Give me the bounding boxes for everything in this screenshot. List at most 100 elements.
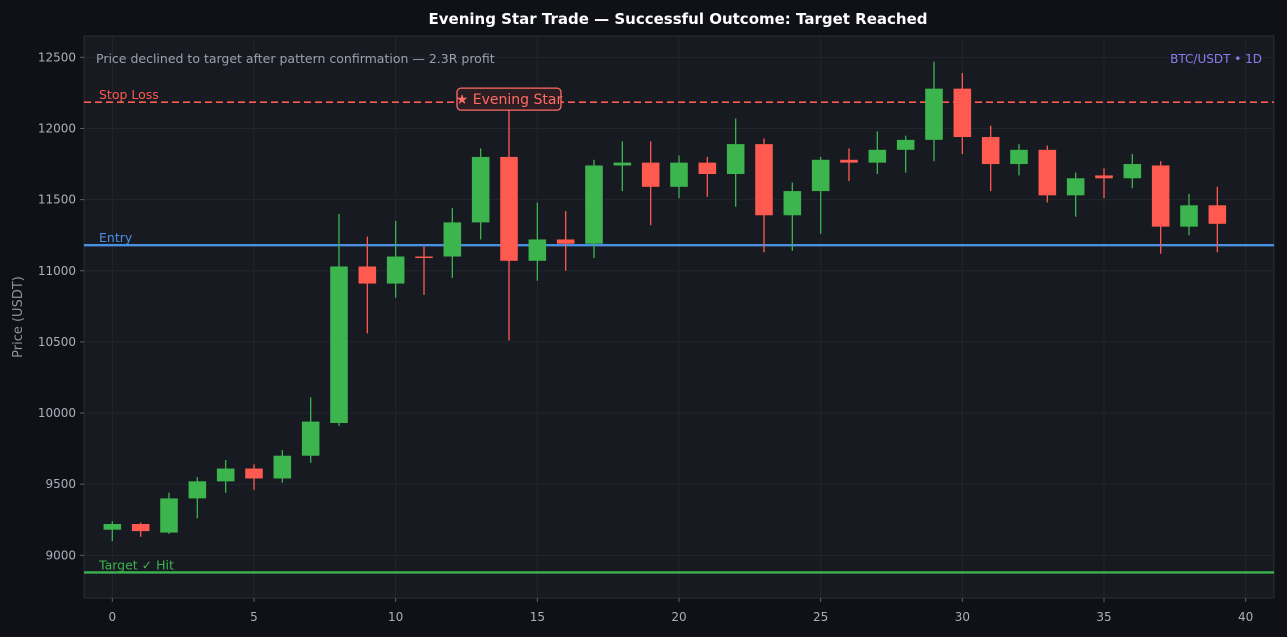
stop-loss-label: Stop Loss (99, 87, 159, 102)
candle (160, 492, 178, 534)
candle (330, 213, 348, 426)
grid (84, 36, 1274, 598)
x-tick-label: 10 (388, 610, 403, 624)
candle-body (840, 159, 858, 163)
candle-body (471, 156, 490, 223)
x-tick-label: 35 (1096, 610, 1111, 624)
candle-body (1010, 149, 1028, 165)
candle-body (330, 266, 348, 423)
annotations: ★ Evening Star (456, 87, 563, 111)
candle-body (131, 524, 150, 532)
candles (103, 61, 1227, 542)
x-tick-label: 5 (250, 610, 258, 624)
candle (386, 220, 405, 298)
candle (613, 141, 632, 192)
x-axis-ticks: 0 5 10 15 20 25 30 35 40 (109, 598, 1253, 624)
candle-body (103, 524, 122, 530)
candle (188, 477, 207, 519)
candle (273, 450, 292, 483)
candle (1151, 161, 1170, 254)
y-tick-label: 11000 (38, 264, 76, 278)
candle (840, 148, 858, 182)
candle-body (641, 162, 660, 187)
candle (698, 156, 717, 197)
candle (641, 141, 660, 226)
candle (245, 464, 263, 490)
x-tick-label: 0 (109, 610, 117, 624)
candle-body (811, 159, 830, 192)
candle (896, 135, 915, 173)
candle (301, 397, 320, 463)
candle-body (1038, 149, 1057, 196)
candle (925, 61, 943, 162)
candle (726, 118, 745, 207)
candle (1010, 144, 1028, 176)
y-axis-label: Price (USDT) (11, 276, 26, 358)
candle (443, 208, 462, 278)
candle (981, 125, 1000, 192)
candle (216, 459, 235, 493)
candle (1066, 172, 1085, 217)
target-label: Target ✓ Hit (98, 557, 174, 572)
candle (868, 131, 887, 175)
candle (500, 98, 518, 341)
candle (415, 246, 433, 295)
candle (1180, 193, 1198, 236)
candle (528, 202, 547, 281)
candle (103, 521, 122, 542)
candle-body (500, 156, 518, 261)
x-tick-label: 20 (671, 610, 686, 624)
candle (811, 156, 830, 234)
candle-body (1095, 175, 1113, 179)
candle-body (981, 137, 1000, 165)
candle-body (273, 455, 292, 479)
candle (670, 155, 688, 199)
candle-body (755, 144, 773, 216)
candle-body (613, 162, 632, 166)
candle-body (698, 162, 717, 175)
ticker-label: BTC/USDT • 1D (1170, 52, 1262, 66)
annotation-text: ★ Evening Star (456, 92, 563, 108)
candle (953, 72, 972, 155)
candle-body (245, 468, 263, 479)
candle-body (726, 144, 745, 175)
x-tick-label: 25 (813, 610, 828, 624)
candle-body (188, 481, 207, 499)
pattern-annotation: ★ Evening Star (456, 87, 563, 111)
y-axis-ticks: 9000 9500 10000 10500 11000 11500 12000 12500 (38, 50, 84, 562)
candle-body (443, 222, 462, 257)
candle-body (868, 149, 887, 163)
candle-body (1180, 205, 1198, 227)
candle-body (160, 498, 178, 533)
candle-body (556, 239, 575, 244)
candle-body (301, 421, 320, 456)
candle (1038, 145, 1057, 203)
candle (755, 138, 773, 253)
candle-body (896, 139, 915, 150)
y-tick-label: 10500 (38, 335, 76, 349)
annotation-box (456, 87, 562, 111)
y-tick-label: 11500 (38, 193, 76, 207)
candle (783, 182, 802, 251)
candle-body (216, 468, 235, 482)
x-tick-label: 30 (955, 610, 970, 624)
outcome-note: Price declined to target after pattern c… (96, 51, 495, 66)
candle-body (528, 239, 547, 261)
candle-body (1151, 165, 1170, 227)
candle-body (953, 88, 972, 138)
candle-body (925, 88, 943, 140)
y-tick-label: 10000 (38, 406, 76, 420)
candle-body (783, 191, 802, 216)
price-levels: Stop Loss Entry Target ✓ Hit (84, 87, 1274, 574)
candle-body (670, 162, 688, 187)
chart-title: Evening Star Trade — Successful Outcome:… (429, 10, 928, 28)
y-tick-label: 9500 (45, 477, 76, 491)
candle (585, 159, 603, 258)
candle-body (585, 165, 603, 244)
y-tick-label: 9000 (45, 548, 76, 562)
candle (1095, 168, 1113, 199)
candle-body (386, 256, 405, 284)
x-tick-label: 15 (530, 610, 545, 624)
candle-body (1208, 205, 1227, 224)
